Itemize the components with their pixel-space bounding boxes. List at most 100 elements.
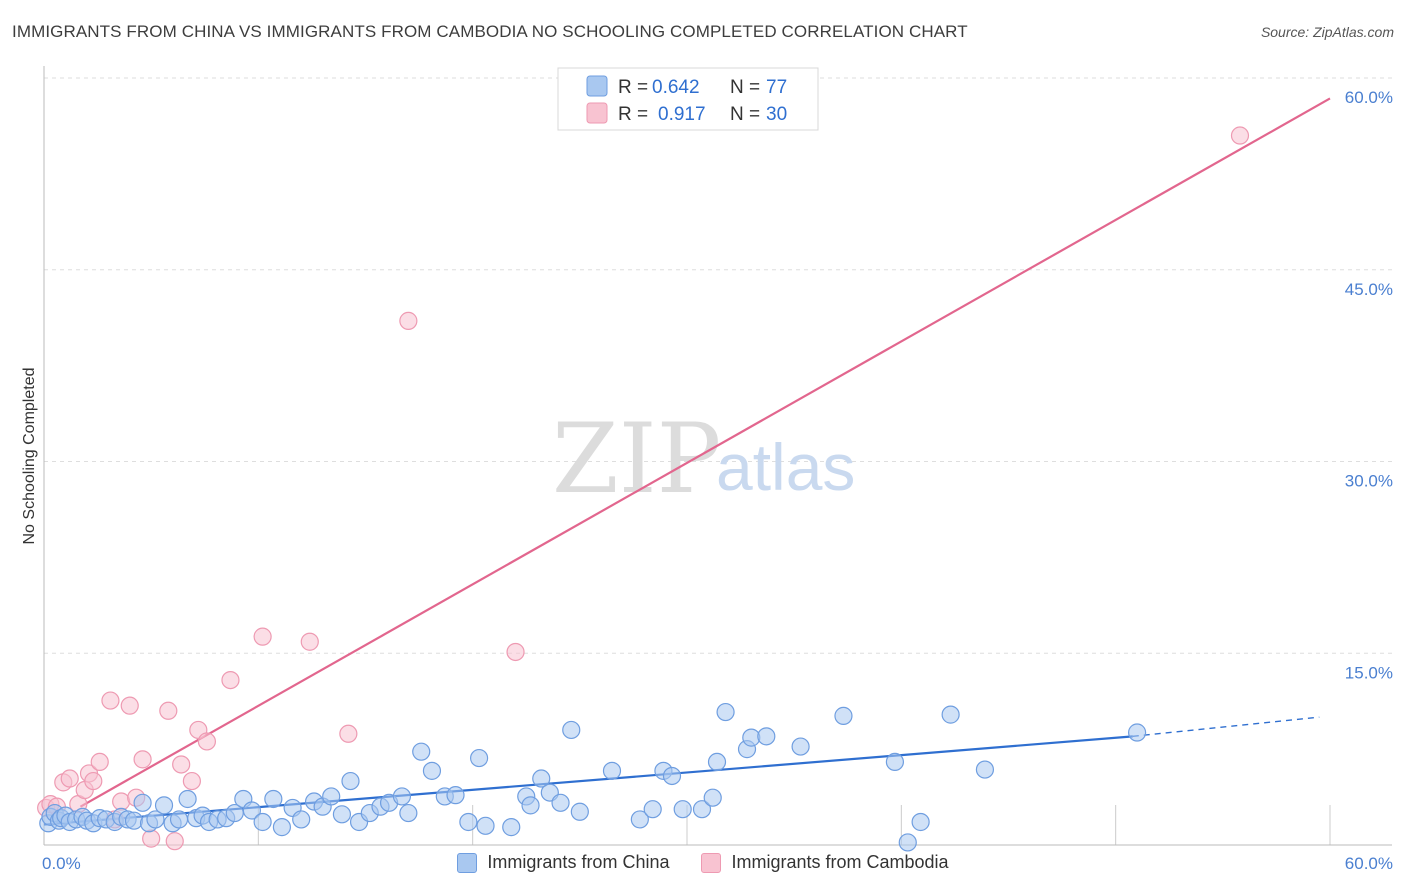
china-point <box>133 793 152 812</box>
cambodia-trend-line <box>79 97 1331 808</box>
china-point <box>742 728 761 747</box>
china-point <box>476 816 495 835</box>
china-point <box>412 742 431 761</box>
china-point <box>673 800 692 819</box>
cambodia-point <box>1230 126 1250 145</box>
china-point <box>322 787 341 806</box>
china-point <box>292 810 311 829</box>
watermark-atlas: atlas <box>716 430 855 504</box>
cambodia-point <box>60 769 79 788</box>
china-point <box>551 793 570 812</box>
correlation-legend: R = 0.642 N = 77 R = 0.917 N = 30 <box>557 67 819 131</box>
china-point <box>459 812 478 832</box>
china-point <box>1127 723 1147 742</box>
legend-swatch-cambodia <box>586 102 608 124</box>
cambodia-point <box>142 829 161 848</box>
china-point <box>446 786 465 805</box>
china-trend-extension <box>1132 716 1320 738</box>
china-point <box>532 769 551 788</box>
source-label: Source: ZipAtlas.com <box>1260 24 1394 40</box>
axes <box>43 66 1392 846</box>
china-point <box>834 706 853 725</box>
china-point <box>643 800 662 819</box>
china-point <box>264 789 283 809</box>
y-tick-label: 45.0% <box>1345 280 1393 299</box>
grid <box>44 77 1392 845</box>
cambodia-point <box>159 701 178 720</box>
china-point <box>898 833 917 852</box>
china-point <box>341 771 360 791</box>
china-point <box>124 811 144 830</box>
china-point <box>662 766 682 786</box>
china-point <box>941 705 960 724</box>
china-point <box>178 789 197 809</box>
cambodia-point <box>112 792 131 811</box>
legend-label-cambodia: Immigrants from Cambodia <box>731 852 949 872</box>
legend-item-china[interactable]: Immigrants from China <box>457 852 669 873</box>
legend-china-r-label: R = <box>618 77 648 98</box>
china-point <box>392 787 412 806</box>
legend-cambodia-n-label: N = <box>730 104 760 125</box>
chart-title: IMMIGRANTS FROM CHINA VS IMMIGRANTS FROM… <box>12 22 968 41</box>
china-point <box>521 796 540 815</box>
china-point <box>602 761 622 780</box>
cambodia-point <box>165 832 184 851</box>
china-point <box>911 812 930 832</box>
cambodia-point <box>253 627 272 646</box>
legend-swatch-cambodia-bottom <box>701 852 722 873</box>
china-point <box>630 810 649 829</box>
legend-cambodia-r-label: R = <box>618 104 648 125</box>
china-point <box>791 737 810 756</box>
cambodia-point <box>84 771 103 791</box>
y-axis-label: No Schooling Completed <box>21 368 38 545</box>
watermark: ZIP atlas <box>552 403 855 515</box>
china-point <box>169 810 189 829</box>
cambodia-point <box>133 750 152 769</box>
china-point <box>885 752 905 772</box>
china-point <box>332 805 352 824</box>
y-tick-label: 30.0% <box>1345 472 1393 491</box>
cambodia-point <box>197 732 216 751</box>
legend-cambodia-n-value: 30 <box>766 104 787 125</box>
cambodia-point <box>182 771 201 791</box>
legend-swatch-china-bottom <box>457 852 478 873</box>
china-point <box>975 760 995 779</box>
cambodia-point <box>506 642 525 662</box>
china-point <box>399 803 418 823</box>
china-point <box>707 752 727 772</box>
cambodia-point <box>300 632 319 651</box>
china-point <box>716 702 735 722</box>
china-point <box>272 818 292 837</box>
china-point <box>703 788 722 807</box>
x-tick-label: 60.0% <box>1345 854 1393 873</box>
legend-label-china: Immigrants from China <box>487 852 670 872</box>
cambodia-point <box>221 670 240 690</box>
china-point <box>253 812 272 832</box>
cambodia-point <box>172 755 191 774</box>
china-point <box>146 810 165 829</box>
china-point <box>154 796 174 815</box>
tick-labels: 15.0% 30.0% 45.0% 60.0% 0.0% 60.0% <box>42 88 1393 873</box>
cambodia-point <box>120 696 139 715</box>
y-tick-label: 60.0% <box>1345 88 1393 107</box>
x-tick-label: 0.0% <box>42 854 81 873</box>
china-point <box>502 818 521 837</box>
china-point <box>757 727 776 746</box>
china-point <box>570 802 589 821</box>
y-tick-label: 15.0% <box>1345 663 1393 682</box>
legend-cambodia-r-value: 0.917 <box>658 104 706 125</box>
legend-item-cambodia[interactable]: Immigrants from Cambodia <box>701 852 949 873</box>
china-point <box>562 720 581 740</box>
legend-china-n-value: 77 <box>766 77 787 98</box>
china-point <box>422 761 442 780</box>
cambodia-point <box>101 691 120 710</box>
cambodia-point <box>90 752 109 772</box>
china-point <box>242 801 262 820</box>
cambodia-point <box>399 311 418 330</box>
cambodia-point <box>339 724 358 743</box>
legend-swatch-china <box>586 75 608 97</box>
bottom-legend: Immigrants from China Immigrants from Ca… <box>0 852 1406 873</box>
legend-china-r-value: 0.642 <box>652 77 700 98</box>
legend-china-n-label: N = <box>730 77 760 98</box>
